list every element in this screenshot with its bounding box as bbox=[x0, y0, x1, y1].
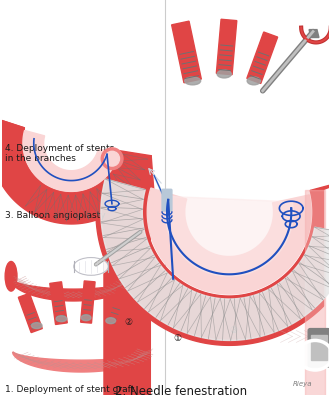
Ellipse shape bbox=[217, 70, 231, 78]
Polygon shape bbox=[120, 156, 156, 220]
Ellipse shape bbox=[101, 148, 123, 170]
Text: 3. Balloon angioplasty: 3. Balloon angioplasty bbox=[5, 211, 106, 220]
Text: 2. Needle fenestration: 2. Needle fenestration bbox=[115, 385, 247, 398]
Ellipse shape bbox=[105, 151, 119, 166]
Ellipse shape bbox=[247, 77, 260, 85]
Ellipse shape bbox=[129, 262, 141, 291]
Polygon shape bbox=[9, 277, 137, 301]
Text: ②: ② bbox=[125, 318, 133, 327]
Text: ③: ③ bbox=[229, 326, 237, 335]
Polygon shape bbox=[311, 336, 327, 360]
Polygon shape bbox=[216, 19, 237, 75]
Polygon shape bbox=[81, 281, 95, 323]
Polygon shape bbox=[104, 166, 150, 400]
Polygon shape bbox=[96, 166, 331, 345]
Polygon shape bbox=[147, 188, 311, 294]
Polygon shape bbox=[18, 293, 42, 332]
Ellipse shape bbox=[185, 77, 201, 85]
Polygon shape bbox=[106, 288, 127, 327]
Polygon shape bbox=[305, 190, 325, 400]
Text: 4. Deployment of stents
in the branches: 4. Deployment of stents in the branches bbox=[5, 144, 115, 164]
Polygon shape bbox=[23, 130, 118, 192]
Polygon shape bbox=[50, 282, 67, 324]
Polygon shape bbox=[13, 352, 149, 372]
Polygon shape bbox=[0, 118, 24, 192]
FancyBboxPatch shape bbox=[162, 189, 172, 211]
Polygon shape bbox=[247, 32, 278, 84]
Polygon shape bbox=[0, 118, 151, 224]
Polygon shape bbox=[325, 178, 331, 400]
Ellipse shape bbox=[298, 340, 331, 370]
Polygon shape bbox=[165, 196, 293, 276]
Polygon shape bbox=[309, 30, 319, 38]
Text: Rieya: Rieya bbox=[293, 381, 313, 387]
Text: ①: ① bbox=[174, 334, 182, 342]
FancyBboxPatch shape bbox=[308, 328, 330, 367]
Ellipse shape bbox=[5, 262, 17, 291]
Ellipse shape bbox=[81, 315, 91, 321]
Ellipse shape bbox=[106, 318, 116, 324]
Polygon shape bbox=[101, 179, 331, 340]
Ellipse shape bbox=[56, 316, 67, 322]
Ellipse shape bbox=[74, 258, 108, 275]
Ellipse shape bbox=[31, 323, 42, 328]
Text: 1. Deployment of stent graft: 1. Deployment of stent graft bbox=[5, 385, 135, 394]
Polygon shape bbox=[172, 21, 201, 83]
